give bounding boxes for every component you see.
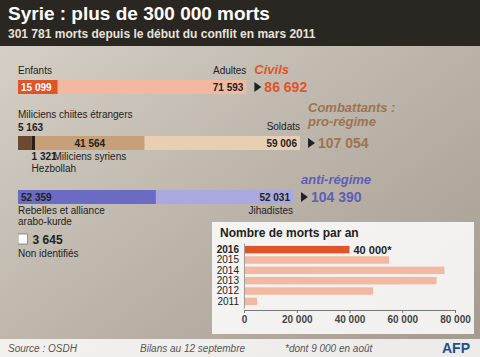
segment-name-line: arabo-kurde (18, 216, 72, 227)
tick-label: 2013 (217, 275, 240, 286)
data-label: 71 593 (213, 82, 244, 93)
tick-mark (350, 310, 351, 313)
bars (18, 80, 300, 244)
bar (244, 256, 389, 263)
data-label: 41 564 (75, 138, 106, 149)
data-label: 3 645 (33, 233, 63, 247)
total-marker (308, 138, 315, 148)
credit: AFP (442, 340, 470, 356)
tick: 40 000 (335, 310, 366, 325)
bar-segment (18, 190, 156, 204)
tick: 2016 (217, 244, 240, 255)
labels: 15 099 Enfants 71 593 Adultes Civils 86 692 5 … (18, 62, 395, 259)
group-total: 104 390 (311, 189, 362, 205)
tick-label: 60 000 (387, 314, 418, 325)
data-label: 5 163 (18, 122, 43, 133)
bar-segment (18, 80, 58, 94)
axis-line (244, 244, 245, 309)
title-band (0, 0, 480, 46)
title: Syrie : plus de 300 000 morts (8, 3, 270, 24)
tick-label: 0 (242, 314, 248, 325)
tick: 80 000 (440, 310, 471, 325)
segment-name-line: Miliciens chiites étrangers (18, 109, 133, 120)
tick: 0 (242, 310, 248, 325)
data-label: 52 359 (21, 192, 52, 203)
footnote: *dont 9 000 en août (285, 343, 374, 354)
bar (244, 267, 444, 274)
infographic: Syrie : plus de 300 000 morts 301 781 mor… (0, 0, 480, 357)
x-axis: 0 20 000 40 000 60 000 80 000 (242, 310, 472, 325)
footer-band (0, 339, 480, 357)
bar (244, 246, 350, 253)
tick-label: 40 000 (335, 314, 366, 325)
bar-segment (18, 136, 32, 150)
segment-name-line: Miliciens syriens (53, 151, 126, 162)
bar-segment (35, 136, 144, 150)
data-label: 40 000* (354, 244, 393, 256)
data-label: 52 031 (259, 192, 290, 203)
bar-segment (32, 136, 35, 150)
segment-name: Soldats (267, 121, 300, 132)
tick: 2012 (217, 285, 240, 296)
subtitle: 301 781 morts depuis le début du conflit… (8, 27, 316, 41)
bar (244, 277, 437, 284)
segment-name: Enfants (18, 65, 52, 76)
tick: 2013 (217, 275, 240, 286)
tick-mark (244, 310, 245, 313)
tick: 2014 (217, 265, 240, 276)
tick-label: 2011 (217, 296, 239, 307)
chart-container: Syrie : plus de 300 000 morts 301 781 mor… (0, 0, 480, 357)
segment-name-line: Soldats (267, 121, 300, 132)
segment-name-line: Hezbollah (32, 163, 76, 174)
tick-mark (455, 310, 456, 313)
bar-segment (145, 136, 300, 150)
bar-segment (18, 234, 28, 244)
tick-label: 2015 (217, 254, 240, 265)
data-label: 59 006 (266, 138, 297, 149)
group-name: pro-régime (307, 114, 376, 129)
segment-name-line: Rebelles et alliance (18, 205, 105, 216)
group-total: 86 692 (264, 79, 307, 95)
group-heading: Combattants : (308, 100, 395, 115)
inset-panel (212, 222, 474, 334)
segment-name: Hezbollah (32, 163, 76, 174)
y-axis: 201620152014201320122011 (217, 244, 245, 309)
tick-label: 2014 (217, 265, 240, 276)
segment-name: Miliciens syriens (53, 151, 126, 162)
segment-name-line: Jihadistes (249, 205, 293, 216)
total-marker (301, 192, 308, 202)
segment-name: Non identifiés (18, 248, 79, 259)
segment-name: Adultes (213, 65, 246, 76)
tick: 60 000 (387, 310, 418, 325)
tick-label: 2012 (217, 285, 240, 296)
tick-label: 80 000 (440, 314, 471, 325)
segment-name: Rebelles et alliancearabo-kurde (18, 205, 105, 227)
tick: 2011 (217, 296, 239, 307)
bar (244, 298, 257, 305)
date-note: Bilans au 12 septembre (140, 343, 246, 354)
tick: 20 000 (282, 310, 313, 325)
tick-label: 20 000 (282, 314, 313, 325)
bar-segment (58, 80, 247, 94)
tick-mark (402, 310, 403, 313)
inset-bars (244, 246, 444, 305)
segment-name-line: Adultes (213, 65, 246, 76)
tick-mark (297, 310, 298, 313)
source: Source : OSDH (8, 343, 78, 354)
data-label: 15 099 (21, 82, 52, 93)
tick-label: 2016 (217, 244, 240, 255)
bar (244, 287, 373, 294)
tick: 2015 (217, 254, 240, 265)
total-marker (254, 82, 261, 92)
axis-line (245, 311, 456, 314)
group-name: anti-régime (301, 172, 371, 187)
bar-segment (156, 190, 293, 204)
background (0, 0, 480, 357)
group-total: 107 054 (318, 135, 369, 151)
segment-name-line: Enfants (18, 65, 52, 76)
inset-title: Nombre de morts par an (220, 226, 359, 240)
segment-name: Jihadistes (249, 205, 293, 216)
group-name: Civils (254, 62, 289, 77)
segment-name: Miliciens chiites étrangers (18, 109, 133, 120)
